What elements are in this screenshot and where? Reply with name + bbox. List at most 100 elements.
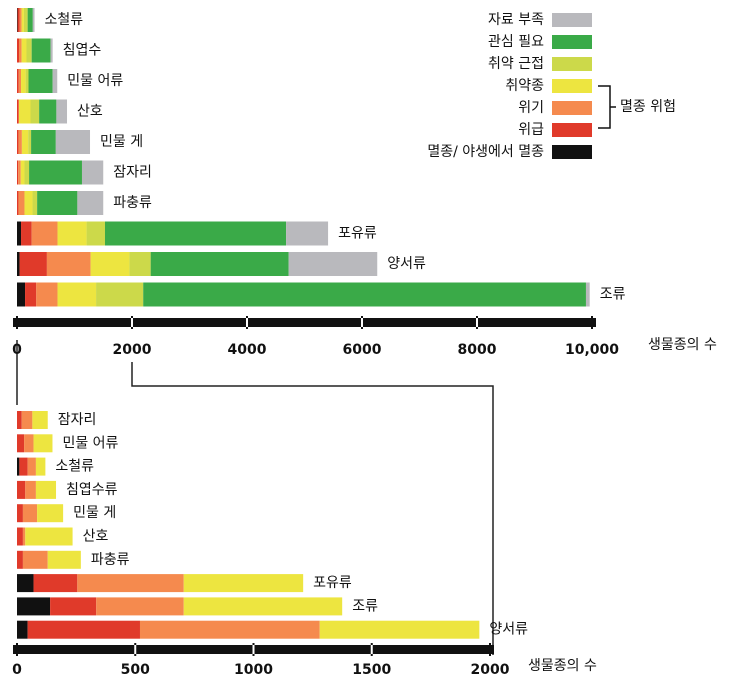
bar-segment <box>19 38 22 63</box>
bar-segment <box>57 282 97 307</box>
bar-segment <box>25 282 37 307</box>
legend-label: 위급 <box>518 122 544 138</box>
bar-segment <box>26 38 32 63</box>
bar-segment <box>286 221 329 246</box>
category-label: 조류 <box>600 287 626 303</box>
bar-segment <box>23 8 28 32</box>
bar-segment <box>17 457 20 476</box>
bar-segment <box>21 38 27 63</box>
bar-segment <box>139 620 320 639</box>
bar-segment <box>35 480 57 499</box>
bar-segment <box>17 620 28 639</box>
x-tick-label: 6000 <box>343 342 382 358</box>
bar-segment <box>585 282 590 307</box>
category-label: 민물 어류 <box>62 435 118 451</box>
bar-segment <box>24 160 30 185</box>
bar-segment <box>17 411 22 429</box>
bar-segment <box>19 99 31 124</box>
bar-segment <box>22 527 26 546</box>
category-label: 잠자리 <box>58 412 97 428</box>
bar-segment <box>50 597 97 616</box>
category-label: 민물 게 <box>100 134 143 150</box>
legend-swatch <box>552 13 592 27</box>
bar-segment <box>77 574 184 593</box>
bar-segment <box>96 282 144 307</box>
bar-segment <box>17 434 25 453</box>
bar-segment <box>27 8 33 32</box>
bar-segment <box>21 69 26 93</box>
bar-segment <box>17 504 23 523</box>
bar-segment <box>17 282 26 307</box>
bar-segment <box>17 191 19 215</box>
bar-segment <box>183 597 343 616</box>
bar-segment <box>25 480 36 499</box>
bar-segment <box>81 160 104 185</box>
x-tick-label: 10,000 <box>565 342 619 358</box>
x-tick-label: 8000 <box>458 342 497 358</box>
category-label: 잠자리 <box>113 165 152 181</box>
bar-segment <box>143 282 586 307</box>
x-tick-label: 0 <box>12 662 22 678</box>
category-label: 침엽수 <box>63 43 102 59</box>
category-label: 포유류 <box>338 226 377 242</box>
x-tick-label: 2000 <box>113 342 152 358</box>
legend-swatch <box>552 35 592 49</box>
category-label: 파충류 <box>113 195 152 211</box>
connector <box>16 340 494 655</box>
category-label: 양서류 <box>489 622 528 638</box>
bar-segment <box>24 434 34 453</box>
bar-segment <box>27 620 140 639</box>
bar-segment <box>288 252 378 276</box>
legend-label: 위기 <box>518 100 544 116</box>
bar-segment <box>31 221 58 246</box>
bar-segment <box>46 252 91 276</box>
bar-segment <box>22 550 48 569</box>
legend-label: 멸종/ 야생에서 멸종 <box>427 144 544 160</box>
bar-segment <box>17 527 23 546</box>
legend-swatch <box>552 123 592 137</box>
bar-segment <box>52 69 58 93</box>
bar-segment <box>96 597 184 616</box>
bar-segment <box>18 160 21 185</box>
bar-segment <box>86 221 105 246</box>
bar-segment <box>90 252 130 276</box>
bar-segment <box>36 282 58 307</box>
bar-segment <box>28 130 32 154</box>
bar-segment <box>33 434 53 453</box>
bar-segment <box>17 38 20 63</box>
bar-segment <box>32 411 48 429</box>
bar-segment <box>19 8 22 32</box>
legend-swatch <box>552 145 592 159</box>
category-label: 산호 <box>77 104 103 120</box>
bar-segment <box>18 130 22 154</box>
bar-segment <box>31 38 51 63</box>
category-label: 양서류 <box>387 256 426 272</box>
legend-label: 자료 부족 <box>488 12 544 28</box>
bar-segment <box>31 130 56 154</box>
bar-segment <box>50 38 53 63</box>
legend-label: 취약 근접 <box>488 56 544 72</box>
bar-segment <box>17 252 20 276</box>
bar-segment <box>18 191 25 215</box>
bar-segment <box>30 99 40 124</box>
bar-segment <box>104 221 287 246</box>
legend-swatch <box>552 57 592 71</box>
x-axis <box>13 318 596 327</box>
category-label: 민물 게 <box>73 505 116 521</box>
bar-segment <box>183 574 304 593</box>
bar-segment <box>35 457 46 476</box>
bar-segment <box>17 99 19 124</box>
x-tick-label: 1500 <box>352 662 391 678</box>
bar-segment <box>20 160 25 185</box>
category-label: 산호 <box>83 529 109 545</box>
bar-segment <box>319 620 480 639</box>
bar-segment <box>57 221 87 246</box>
bar-segment <box>17 8 18 32</box>
legend-swatch <box>552 101 592 115</box>
bar-segment <box>21 411 33 429</box>
x-tick-label: 0 <box>12 342 22 358</box>
x-axis-label: 생물종의 수 <box>648 337 717 353</box>
bar-segment <box>17 480 26 499</box>
bar-segment <box>37 504 64 523</box>
